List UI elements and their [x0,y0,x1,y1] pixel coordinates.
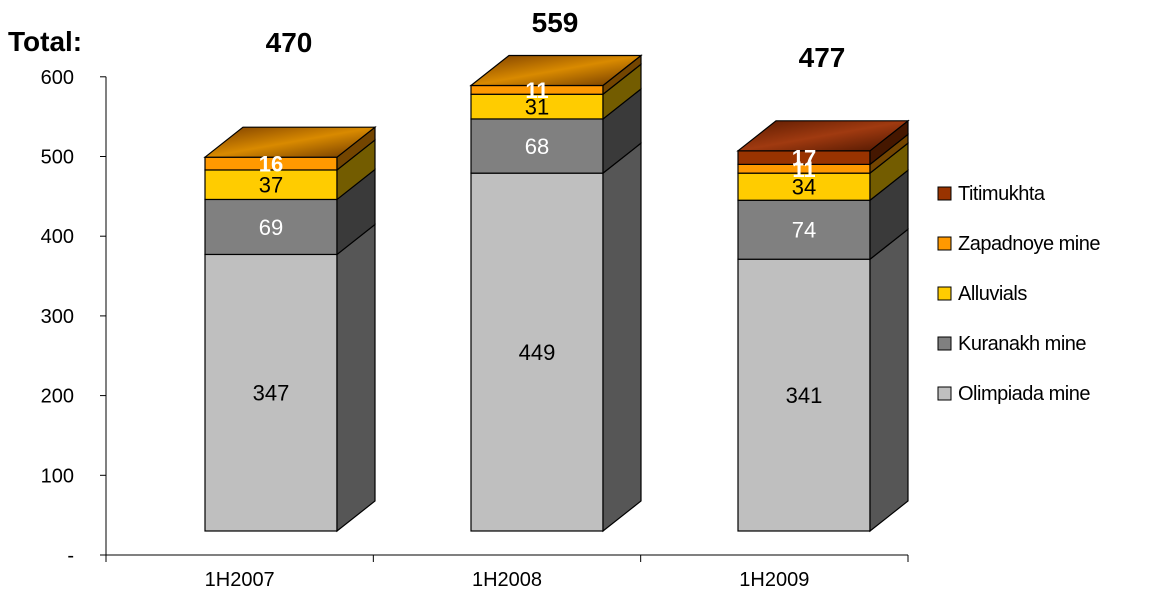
bar-stack [203,125,377,533]
y-tick-label: 500 [41,147,74,169]
bar-segment [737,172,871,201]
bars [203,54,910,533]
legend-swatch [937,186,952,201]
bar-segment-side [602,141,642,533]
data-label: 69 [259,215,283,240]
legend-label: Olimpiada mine [958,383,1090,405]
bar-segment [204,253,338,532]
data-label: 16 [259,152,283,177]
data-label: 341 [786,383,823,408]
data-label: 11 [525,78,548,103]
bar-top [736,120,910,152]
bar-segment [204,169,338,201]
total-value: 559 [532,7,579,38]
legend-item: Alluvials [937,283,1028,305]
legend-label: Zapadnoye mine [958,233,1100,255]
data-label: 11 [792,157,815,182]
totals-title: Total: [8,26,82,57]
bar-segment [470,118,604,174]
y-tick-label: 200 [41,386,74,408]
y-tick-label: 400 [41,226,74,248]
bar-segment [470,172,604,532]
x-tick-label: 1H2008 [472,569,542,591]
total-value: 477 [799,42,846,73]
legend-swatch [937,286,952,301]
bar-top [469,54,643,87]
legend-item: Zapadnoye mine [937,233,1101,255]
data-label: 449 [519,340,556,365]
bar-top [203,126,377,158]
legend-label: Titimukhta [958,183,1046,205]
x-tick-label: 1H2007 [205,569,275,591]
legend-label: Alluvials [958,283,1027,305]
legend-label: Kuranakh mine [958,333,1086,355]
data-label: 31 [525,95,549,120]
data-label: 37 [259,173,283,198]
legend-item: Titimukhta [937,183,1046,205]
axes: - 100 200 300 400 500 600 1H2007 1H2008 1H2009 [41,67,909,591]
bar-stack [736,119,910,533]
legend-item: Olimpiada mine [937,383,1091,405]
bar-segment-side [336,223,376,533]
legend-swatch [937,236,952,251]
data-label: 34 [792,175,816,200]
legend-swatch [937,336,952,351]
data-label: 347 [253,381,290,406]
x-tick-label: 1H2009 [739,569,809,591]
bar-segment [470,93,604,120]
y-tick-label: - [67,545,74,567]
data-label: 74 [792,218,816,243]
legend: Titimukhta Zapadnoye mine Alluvials Kuranak… [937,183,1101,405]
y-tick-label: 300 [41,306,74,328]
bar-stack [469,54,643,533]
data-label: 17 [792,146,816,171]
data-label: 68 [525,134,549,159]
y-tick-label: 600 [41,67,74,89]
legend-swatch [937,386,952,401]
total-value: 470 [266,27,313,58]
bar-segment [737,258,871,532]
legend-item: Kuranakh mine [937,333,1087,355]
y-tick-label: 100 [41,465,74,487]
bar-segment-side [869,227,909,533]
